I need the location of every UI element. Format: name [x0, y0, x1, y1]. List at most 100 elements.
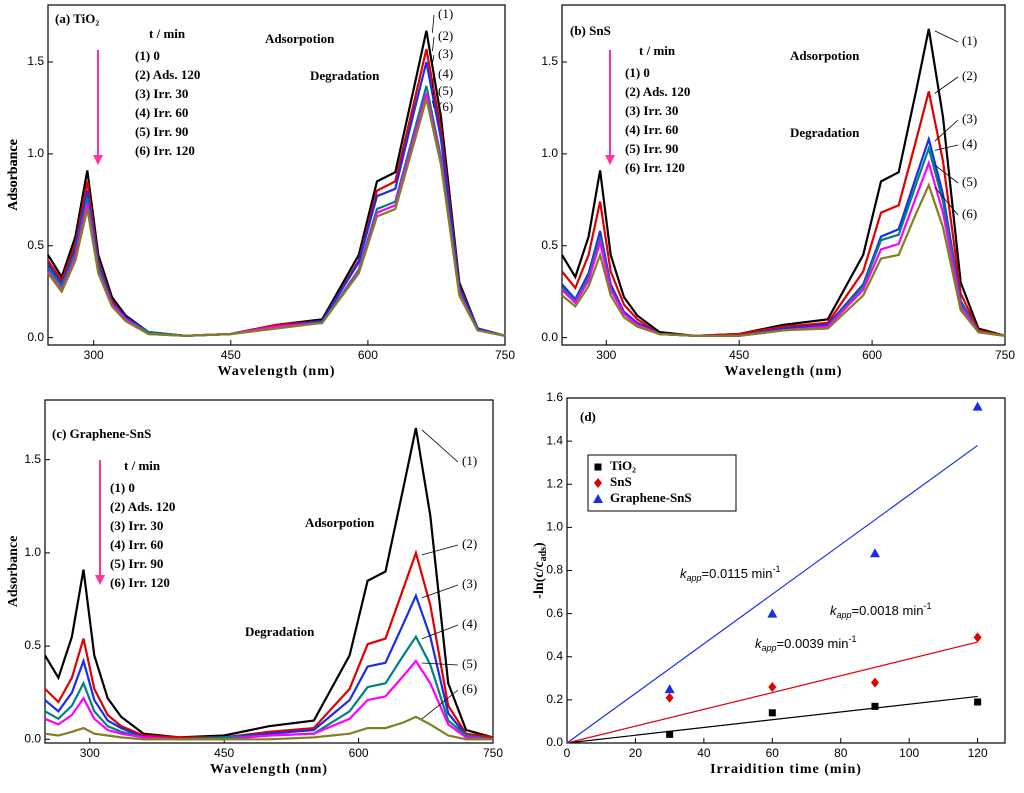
- plot-frame: [47, 4, 506, 346]
- y-tick-label: 1.5: [541, 54, 558, 68]
- curve-label: (3): [962, 111, 977, 126]
- marker: [665, 692, 674, 703]
- x-axis-title: Irraidition time (min): [710, 762, 862, 777]
- y-axis-title-part: ): [532, 542, 547, 547]
- plot-frame: [44, 399, 494, 744]
- fit-label-part: -1: [923, 601, 931, 611]
- leader: [421, 429, 459, 463]
- legend-entry: TiO₂: [610, 458, 636, 473]
- y-tick-label: 0.0: [27, 330, 44, 344]
- annotation: Adsorpotion: [265, 31, 335, 46]
- legend-entry: (1) 0: [135, 48, 160, 63]
- annotation: Adsorpotion: [790, 48, 860, 63]
- x-axis-title: Wavelength (nm): [210, 762, 328, 777]
- marker: [973, 632, 982, 643]
- panel-title: (b) SnS: [570, 23, 611, 38]
- y-tick-label: 1.2: [546, 476, 563, 490]
- arrow-head: [95, 575, 105, 585]
- x-tick-label: 600: [862, 348, 882, 362]
- marker: [594, 463, 602, 471]
- fit-label-part: k: [830, 603, 838, 618]
- panel-title: (c) Graphene-SnS: [52, 426, 151, 441]
- y-tick-label: 1.0: [27, 146, 44, 160]
- leader: [421, 624, 459, 640]
- leader: [431, 14, 435, 33]
- x-tick-label: 80: [834, 746, 848, 760]
- x-tick-label: 600: [349, 746, 369, 760]
- x-tick-label: 300: [80, 746, 100, 760]
- annotation: Adsorpotion: [305, 515, 375, 530]
- x-tick-label: 750: [495, 348, 515, 362]
- x-tick-label: 40: [697, 746, 711, 760]
- x-axis-title: Wavelength (nm): [724, 364, 842, 379]
- fit-label: kapp=0.0115 min-1: [680, 564, 781, 583]
- legend-entry: (1) 0: [625, 65, 650, 80]
- fit-label: kapp=0.0018 min-1: [830, 601, 931, 620]
- leader: [431, 74, 435, 88]
- legend-entry: (3) Irr. 30: [135, 86, 188, 101]
- fit-label-part: =0.0039 min: [777, 636, 849, 651]
- arrow-head: [93, 155, 103, 165]
- y-axis-title-part: ads: [538, 547, 549, 562]
- plot-frame: [561, 4, 1006, 346]
- fit-label-part: k: [680, 566, 688, 581]
- legend-entry: (5) Irr. 90: [625, 141, 678, 156]
- marker: [593, 494, 603, 503]
- spectrum-line: [44, 592, 494, 741]
- fit-label-part: =0.0115 min: [702, 566, 773, 581]
- y-axis-title: Adsorbance: [6, 536, 21, 608]
- curve-label: (3): [438, 46, 453, 61]
- y-axis-title: Adsorbance: [6, 139, 21, 211]
- fit-label-part: k: [755, 636, 763, 651]
- marker: [972, 401, 983, 411]
- spectrum-line: [47, 98, 506, 337]
- x-tick-label: 120: [968, 746, 988, 760]
- spectrum-line: [561, 28, 1006, 337]
- fit-label-part: app: [762, 643, 777, 653]
- y-axis-title: Adsorbance: [6, 139, 21, 211]
- curve-label: (4): [962, 136, 977, 151]
- spectrum-line: [47, 30, 506, 337]
- marker: [767, 608, 778, 618]
- spectrum-line: [47, 92, 506, 337]
- y-tick-label: 0.0: [541, 330, 558, 344]
- curve-label: (1): [462, 453, 477, 468]
- leader: [432, 91, 435, 96]
- y-tick-label: 1.0: [546, 520, 563, 534]
- y-tick-label: 1.5: [24, 452, 41, 466]
- fit-label-part: app: [837, 610, 852, 620]
- y-tick-label: 0.2: [546, 692, 563, 706]
- curve-label: (5): [962, 174, 977, 189]
- marker: [768, 681, 777, 692]
- spectrum-line: [44, 427, 494, 739]
- legend-entry: (1) 0: [110, 480, 135, 495]
- y-tick-label: 0.5: [27, 238, 44, 252]
- marker: [768, 709, 776, 717]
- legend-entry: (2) Ads. 120: [625, 84, 690, 99]
- leader: [934, 144, 959, 151]
- fit-label-part: -1: [772, 564, 780, 574]
- curve-label: (1): [438, 6, 453, 21]
- y-tick-label: 0.5: [24, 638, 41, 652]
- legend-title: t / min: [124, 458, 161, 473]
- y-tick-label: 1.0: [541, 146, 558, 160]
- marker: [666, 730, 674, 738]
- fit-label-part: -1: [848, 634, 856, 644]
- x-tick-label: 300: [84, 348, 104, 362]
- y-tick-label: 0.8: [546, 563, 563, 577]
- y-tick-label: 0.0: [24, 731, 41, 745]
- leader: [934, 30, 959, 43]
- fit-line: [566, 695, 978, 744]
- leader: [432, 100, 435, 109]
- legend-entry: (6) Irr. 120: [625, 160, 685, 175]
- spectrum-line: [44, 659, 494, 741]
- legend-entry: (4) Irr. 60: [110, 537, 163, 552]
- x-tick-label: 600: [358, 348, 378, 362]
- leader: [934, 76, 959, 94]
- annotation: Degradation: [790, 125, 860, 140]
- marker: [664, 684, 675, 694]
- leader: [431, 36, 435, 52]
- x-tick-label: 750: [483, 746, 503, 760]
- y-tick-label: 1.5: [27, 54, 44, 68]
- legend-entry: (3) Irr. 30: [110, 518, 163, 533]
